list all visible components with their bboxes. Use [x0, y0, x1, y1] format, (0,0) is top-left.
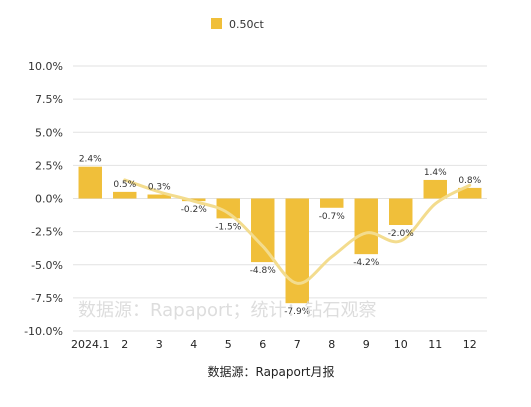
x-tick-label: 6: [259, 338, 266, 351]
gridlines: [73, 65, 487, 332]
y-tick-label: -2.5%: [31, 226, 63, 239]
bar: [354, 198, 378, 255]
bar: [423, 179, 447, 199]
x-axis-ticks: 2024.1 2 3 4 5 6 7 8 9 10 11 12: [71, 338, 477, 351]
data-label: 0.8%: [458, 176, 481, 186]
bar: [320, 198, 344, 208]
bar: [389, 198, 413, 225]
x-tick-label: 4: [190, 338, 197, 351]
x-tick-label: 11: [428, 338, 442, 351]
legend: 0.50ct: [211, 18, 265, 31]
bar: [113, 191, 137, 199]
x-tick-label: 8: [328, 338, 335, 351]
x-tick-label: 10: [394, 338, 408, 351]
y-tick-label: -5.0%: [31, 259, 63, 272]
y-tick-label: -10.0%: [24, 325, 63, 338]
data-label: -1.5%: [215, 222, 242, 232]
data-label: -4.8%: [250, 266, 277, 276]
data-label: 2.4%: [79, 155, 102, 165]
y-tick-label: 2.5%: [35, 159, 63, 172]
bar: [285, 198, 309, 304]
data-label: 0.3%: [148, 183, 171, 193]
data-label: -0.2%: [181, 205, 208, 215]
data-label: 0.5%: [113, 180, 136, 190]
bar: [458, 187, 482, 199]
x-tick-label: 2024.1: [71, 338, 110, 351]
data-labels: 2.4% 0.5% 0.3% -0.2% -1.5% -4.8% -7.9% -0.7% -4.…: [79, 155, 482, 317]
source-note: 数据源：Rapaport月报: [208, 364, 335, 379]
bar: [78, 166, 102, 199]
data-label: -4.2%: [353, 258, 380, 268]
data-label: 1.4%: [424, 168, 447, 178]
x-tick-label: 9: [363, 338, 370, 351]
y-tick-label: -7.5%: [31, 292, 63, 305]
data-label: -0.7%: [319, 212, 346, 222]
y-axis-ticks: 10.0% 7.5% 5.0% 2.5% 0.0% -2.5% -5.0% -7.5% -10.…: [24, 60, 63, 338]
watermark: 数据源：Rapaport；统计：钻石观察: [78, 300, 377, 321]
legend-label: 0.50ct: [229, 18, 265, 31]
x-tick-label: 12: [463, 338, 477, 351]
data-label: -2.0%: [388, 229, 415, 239]
data-label: -7.9%: [284, 307, 311, 317]
y-tick-label: 0.0%: [35, 193, 63, 206]
bar: [216, 198, 240, 219]
bar: [251, 198, 275, 263]
legend-swatch: [211, 18, 222, 29]
trend-line: [123, 178, 472, 285]
y-tick-label: 7.5%: [35, 93, 63, 106]
x-tick-label: 2: [121, 338, 128, 351]
trend-layer: [123, 178, 472, 285]
y-tick-label: 5.0%: [35, 126, 63, 139]
y-tick-label: 10.0%: [28, 60, 63, 73]
bars: [78, 166, 482, 304]
x-tick-label: 7: [294, 338, 301, 351]
x-tick-label: 3: [156, 338, 163, 351]
x-tick-label: 5: [225, 338, 232, 351]
bar: [147, 194, 171, 199]
